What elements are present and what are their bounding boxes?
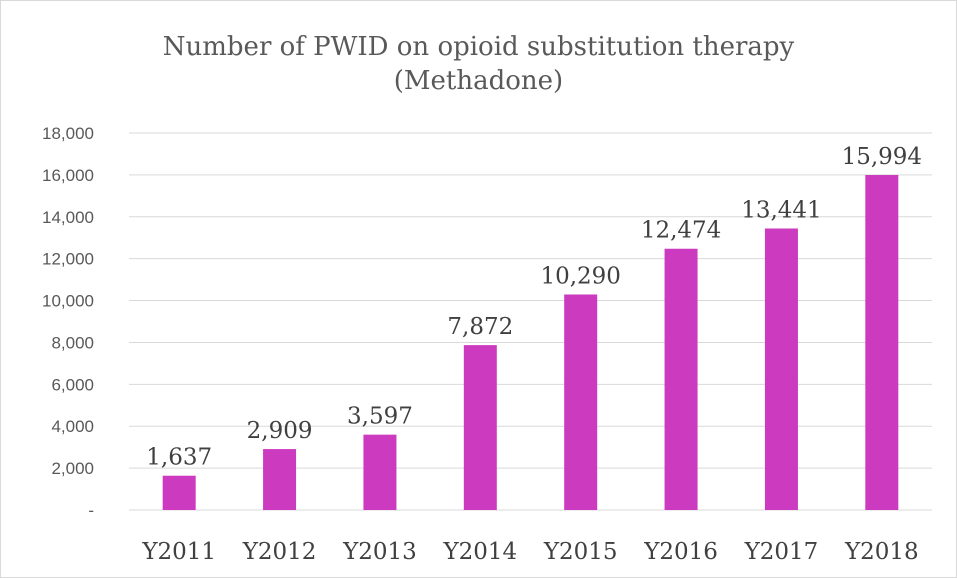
y-tick-label: 16,000 xyxy=(42,166,94,185)
y-tick-label: 12,000 xyxy=(42,250,94,269)
data-label: 1,637 xyxy=(146,445,212,471)
chart-title-main: Number of PWID on opioid substitution th… xyxy=(162,32,795,62)
bar xyxy=(564,294,598,510)
bar xyxy=(263,449,297,510)
bar xyxy=(664,248,698,510)
bar xyxy=(865,175,899,510)
data-label: 2,909 xyxy=(247,418,313,444)
chart-title-sub: (Methadone) xyxy=(393,66,564,96)
y-tick-label: 6,000 xyxy=(51,375,94,394)
x-tick-label: Y2014 xyxy=(442,539,517,565)
y-tick-label: 14,000 xyxy=(42,208,94,227)
y-tick-label: 4,000 xyxy=(51,417,94,436)
x-tick-label: Y2016 xyxy=(643,539,718,565)
x-tick-label: Y2011 xyxy=(141,539,216,565)
bar xyxy=(463,345,497,510)
data-label: 10,290 xyxy=(540,263,620,289)
x-tick-label: Y2015 xyxy=(543,539,618,565)
y-tick-label: 8,000 xyxy=(51,333,94,352)
y-tick-label: 18,000 xyxy=(42,124,94,143)
data-label: 3,597 xyxy=(347,404,413,430)
data-label: 13,441 xyxy=(741,197,821,223)
data-label: 12,474 xyxy=(641,218,721,244)
y-tick-label: 10,000 xyxy=(42,292,94,311)
chart-title: Number of PWID on opioid substitution th… xyxy=(0,30,957,98)
data-label: 7,872 xyxy=(447,314,513,340)
data-label: 15,994 xyxy=(842,144,922,170)
y-tick-label: 2,000 xyxy=(51,459,94,478)
x-tick-label: Y2013 xyxy=(342,539,417,565)
x-tick-label: Y2017 xyxy=(744,539,819,565)
bar xyxy=(764,228,798,510)
bar xyxy=(162,475,196,510)
bar xyxy=(363,434,397,510)
x-tick-label: Y2018 xyxy=(844,539,919,565)
x-tick-label: Y2012 xyxy=(242,539,317,565)
y-tick-label: - xyxy=(88,501,94,520)
